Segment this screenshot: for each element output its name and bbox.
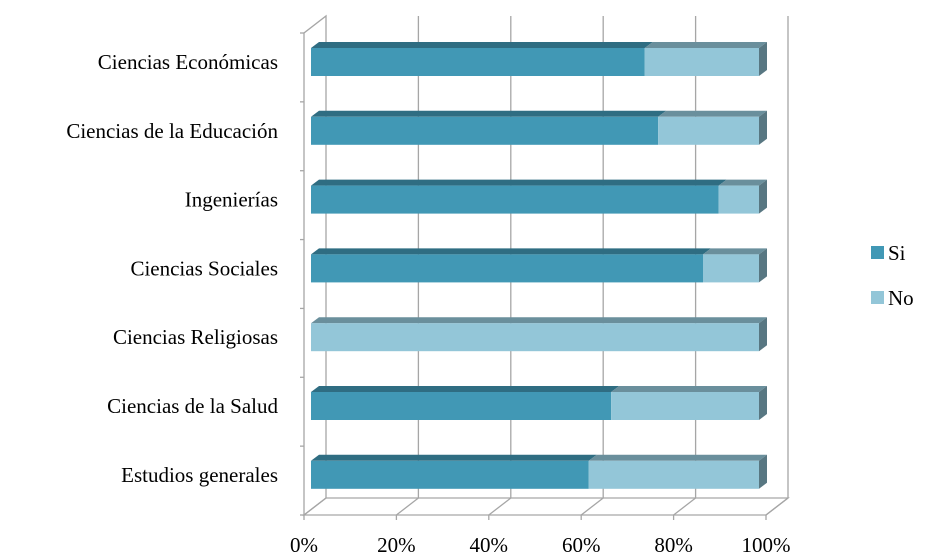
bar-segment-si — [311, 48, 645, 76]
bar-top-no — [311, 317, 767, 324]
bar-top-no — [611, 386, 767, 392]
gridline-floor — [396, 497, 419, 516]
category-label: Ingenierías — [185, 188, 278, 212]
bar-top-si — [311, 386, 620, 392]
bar-side-no — [759, 386, 767, 420]
x-tick-label: 60% — [562, 533, 601, 557]
bars — [311, 42, 767, 489]
bar-side-no — [759, 42, 767, 76]
bar-side-no — [759, 110, 767, 145]
category-label: Ciencias Sociales — [130, 256, 278, 280]
bar-segment-no — [611, 392, 759, 420]
bar-segment-no — [718, 185, 759, 214]
bar-segment-si — [311, 185, 719, 214]
bar-segment-no — [644, 48, 759, 76]
bar-top-no — [588, 454, 767, 461]
x-tick-label: 80% — [654, 533, 693, 557]
legend-label-no: No — [888, 286, 914, 310]
legend-label-si: Si — [888, 241, 906, 265]
bar-side-no — [759, 248, 767, 283]
bar-segment-no — [703, 254, 759, 283]
bar-top-si — [311, 454, 597, 461]
bar-segment-no — [311, 323, 759, 352]
x-tick-label: 0% — [290, 533, 318, 557]
x-tick-label: 100% — [742, 533, 791, 557]
bar-segment-no — [588, 460, 759, 489]
bar-segment-si — [311, 116, 659, 145]
legend-swatch-no — [871, 291, 884, 304]
bar-top-no — [703, 248, 767, 255]
bar-segment-si — [311, 392, 612, 420]
bar-top-si — [311, 42, 653, 48]
x-tick-label: 40% — [470, 533, 509, 557]
bar-top-no — [644, 42, 767, 48]
gridline-floor — [765, 497, 789, 516]
x-axis-ticks: 0% 20% 40% 60% 80% 100% — [290, 533, 791, 557]
bar-top-si — [311, 179, 727, 186]
x-tick-label: 20% — [377, 533, 416, 557]
category-label: Ciencias de la Salud — [107, 394, 278, 418]
category-label: Ciencias de la Educación — [66, 119, 278, 143]
bar-top-no — [658, 110, 767, 117]
gridline-floor — [580, 497, 604, 516]
gridline-floor — [673, 497, 696, 516]
bar-segment-si — [311, 460, 589, 489]
bar-top-no — [718, 179, 767, 186]
floor — [302, 497, 790, 516]
gridline-floor — [488, 497, 512, 516]
bar-top-si — [311, 110, 667, 117]
bar-side-no — [759, 179, 767, 214]
category-labels: Ciencias Económicas Ciencias de la Educac… — [66, 50, 278, 487]
category-label: Ciencias Religiosas — [113, 325, 278, 349]
bar-segment-no — [658, 116, 759, 145]
bar-top-si — [311, 248, 711, 255]
legend-swatch-si — [871, 246, 884, 259]
bar-side-no — [759, 317, 767, 352]
category-label: Ciencias Económicas — [98, 50, 278, 74]
legend: Si No — [871, 241, 914, 310]
bar-side-no — [759, 454, 767, 489]
bar-segment-si — [311, 254, 703, 283]
category-label: Estudios generales — [121, 463, 278, 487]
